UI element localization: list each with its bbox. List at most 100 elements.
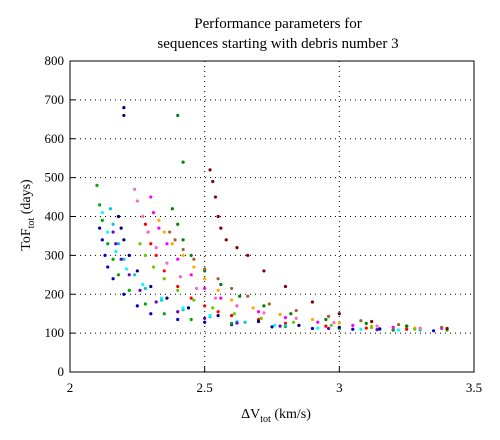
scatter-point xyxy=(216,314,220,318)
scatter-point xyxy=(111,230,115,234)
scatter-point xyxy=(189,317,193,322)
scatter-point xyxy=(122,113,126,118)
scatter-point xyxy=(143,302,148,306)
scatter-point xyxy=(119,226,123,230)
data-points xyxy=(95,106,449,333)
scatter-point xyxy=(178,275,183,279)
chart-title-line-1: Performance parameters for xyxy=(194,16,361,32)
x-tick-label: 3 xyxy=(336,380,343,395)
scatter-point xyxy=(176,310,180,314)
scatter-point xyxy=(111,222,115,226)
scatter-point xyxy=(192,265,196,269)
scatter-point xyxy=(189,253,193,257)
scatter-point xyxy=(165,242,169,246)
scatter-point xyxy=(192,257,196,261)
y-tick-label: 800 xyxy=(45,53,65,68)
axis-ticks: 2 2.5 3 3.5 0 100 200 300 400 500 600 700 800 xyxy=(45,53,483,395)
scatter-point xyxy=(138,242,142,246)
scatter-point xyxy=(332,321,336,325)
scatter-point xyxy=(181,306,185,310)
scatter-point xyxy=(294,308,298,313)
scatter-point xyxy=(154,300,158,304)
scatter-point xyxy=(219,282,223,287)
y-tick-label: 600 xyxy=(45,131,65,146)
scatter-point xyxy=(176,288,180,292)
scatter-point xyxy=(213,195,218,199)
scatter-point xyxy=(203,316,207,320)
scatter-point xyxy=(324,317,328,322)
scatter-point xyxy=(235,246,239,250)
scatter-point xyxy=(133,187,137,191)
scatter-point xyxy=(162,230,166,234)
scatter-point xyxy=(396,322,401,327)
scatter-point xyxy=(116,242,121,246)
scatter-point xyxy=(149,284,153,289)
scatter-point xyxy=(230,321,234,326)
scatter-point xyxy=(262,311,266,315)
scatter-point xyxy=(267,302,271,306)
scatter-point xyxy=(157,218,161,222)
scatter-point xyxy=(216,288,220,292)
scatter-point xyxy=(359,319,363,323)
scatter-point xyxy=(405,327,409,331)
scatter-point xyxy=(106,265,110,269)
scatter-point xyxy=(100,238,104,242)
scatter-point xyxy=(256,319,261,324)
y-tick-label: 500 xyxy=(45,170,65,185)
scatter-point xyxy=(364,321,368,326)
scatter-point xyxy=(283,323,288,327)
y-axis-label-subscript: tot xyxy=(26,218,37,229)
scatter-point xyxy=(176,284,180,289)
scatter-point xyxy=(219,296,223,300)
scatter-point xyxy=(278,324,282,328)
scatter-point xyxy=(294,316,298,320)
y-axis-label: ToFtot (days) xyxy=(19,179,37,251)
scatter-point xyxy=(143,222,148,226)
scatter-point xyxy=(213,296,218,300)
x-axis-label: ΔVtot (km/s) xyxy=(241,407,311,425)
scatter-point xyxy=(181,247,185,252)
scatter-point xyxy=(432,329,436,333)
scatter-point xyxy=(418,326,422,330)
scatter-point xyxy=(127,288,131,292)
scatter-point xyxy=(283,315,288,320)
scatter-point xyxy=(103,253,107,257)
scatter-point xyxy=(170,207,174,211)
scatter-point xyxy=(181,253,185,257)
scatter-point xyxy=(405,324,409,328)
scatter-point xyxy=(310,326,314,331)
y-tick-label: 700 xyxy=(45,92,65,107)
scatter-point xyxy=(114,242,118,246)
scatter-point xyxy=(162,312,166,316)
scatter-point xyxy=(413,327,417,331)
x-tick-label: 2.5 xyxy=(197,380,213,395)
y-axis-label-unit: (days) xyxy=(19,179,34,218)
scatter-point xyxy=(337,312,341,316)
scatter-point xyxy=(157,226,161,230)
scatter-point xyxy=(297,323,301,327)
scatter-point xyxy=(108,207,112,211)
scatter-point xyxy=(283,284,288,289)
scatter-point xyxy=(176,222,180,226)
scatter-point xyxy=(243,320,247,324)
scatter-point xyxy=(154,253,158,257)
scatter-point xyxy=(216,277,220,281)
scatter-point xyxy=(111,257,115,261)
scatter-point xyxy=(138,288,142,292)
scatter-point xyxy=(445,326,449,331)
scatter-point xyxy=(316,320,320,324)
scatter-point xyxy=(208,314,212,318)
scatter-point xyxy=(375,328,379,332)
scatter-point xyxy=(203,304,207,308)
scatter-point xyxy=(364,326,368,330)
scatter-point xyxy=(141,282,145,287)
scatter-point xyxy=(391,325,395,329)
y-tick-label: 400 xyxy=(45,209,65,224)
scatter-point xyxy=(216,310,220,314)
scatter-point xyxy=(181,238,185,242)
y-tick-label: 0 xyxy=(58,364,65,379)
scatter-point xyxy=(203,286,207,291)
scatter-point xyxy=(232,312,236,316)
scatter-point xyxy=(230,286,234,291)
scatter-point xyxy=(337,321,341,325)
